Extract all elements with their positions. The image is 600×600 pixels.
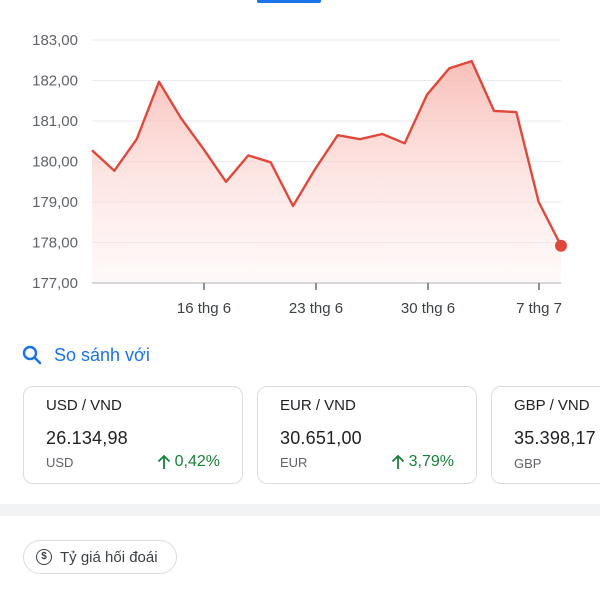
currency-change: 0,42% (157, 453, 220, 471)
currency-pair: USD / VND (46, 397, 122, 414)
currency-card-gbp[interactable]: GBP / VND 35.398,17 GBP (491, 386, 600, 484)
y-tick-label: 183,00 (32, 32, 78, 49)
currency-rate: 30.651,00 (280, 428, 362, 448)
y-tick-label: 178,00 (32, 235, 78, 252)
y-tick-label: 177,00 (32, 275, 78, 292)
currency-rate: 26.134,98 (46, 428, 128, 448)
arrow-up-icon (157, 454, 170, 469)
currency-code: EUR (280, 454, 308, 470)
chart-end-point[interactable] (555, 239, 567, 252)
currency-card-eur[interactable]: EUR / VND 30.651,00 EUR 3,79% (257, 386, 477, 484)
exchange-rate-chart[interactable]: 183,00 182,00 181,00 180,00 179,00 178,00 177,… (0, 0, 600, 330)
exchange-rate-chip[interactable]: $ Tỷ giá hối đoái (23, 540, 177, 574)
x-tick-label: 23 thg 6 (289, 300, 343, 317)
currency-code: USD (46, 454, 74, 470)
y-tick-label: 179,00 (32, 194, 78, 211)
currency-cards: USD / VND 26.134,98 USD 0,42% EUR / VND … (0, 386, 600, 488)
chart-area-fill (92, 61, 561, 283)
x-tick-label: 16 thg 6 (177, 300, 231, 317)
x-tick-label: 7 thg 7 (516, 300, 562, 317)
tab-indicator (257, 0, 321, 3)
currency-change-value: 0,42% (174, 453, 220, 470)
y-tick-label: 180,00 (32, 154, 78, 171)
search-icon (22, 345, 42, 365)
chip-label: Tỷ giá hối đoái (60, 548, 158, 566)
y-tick-label: 182,00 (32, 73, 78, 90)
dollar-circle-icon: $ (36, 549, 52, 565)
currency-code: GBP (514, 456, 542, 471)
currency-rate: 35.398,17 (514, 428, 596, 448)
currency-pair: EUR / VND (280, 397, 356, 414)
x-tick-label: 30 thg 6 (401, 300, 455, 317)
compare-label: So sánh với (54, 344, 150, 365)
currency-change-value: 3,79% (408, 453, 454, 470)
currency-pair: GBP / VND (514, 397, 590, 414)
currency-change: 3,79% (391, 453, 454, 471)
currency-card-usd[interactable]: USD / VND 26.134,98 USD 0,42% (23, 386, 243, 484)
y-tick-label: 181,00 (32, 113, 78, 130)
section-divider (0, 504, 600, 516)
chart-series-line (91, 59, 563, 247)
arrow-up-icon (391, 454, 404, 469)
compare-with-button[interactable]: So sánh với (22, 340, 150, 370)
